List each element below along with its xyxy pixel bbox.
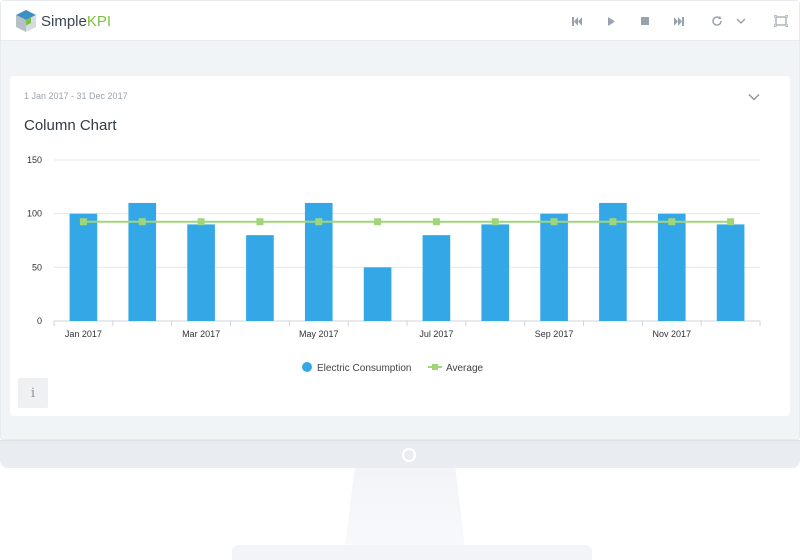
- average-point: [79, 218, 87, 226]
- x-tick-label: Jan 2017: [65, 329, 102, 339]
- refresh-icon[interactable]: [709, 13, 725, 29]
- x-tick-label: Jul 2017: [419, 329, 453, 339]
- x-tick-label: Mar 2017: [182, 329, 220, 339]
- average-point: [609, 218, 617, 226]
- bar: [187, 224, 215, 321]
- column-chart: 0 50 100 150 Jan 2017 Mar 2017 May 2017 Jul 201…: [27, 155, 761, 374]
- x-tick-label: Sep 2017: [535, 329, 574, 339]
- legend-label-electric: Electric Consumption: [317, 363, 411, 374]
- average-point: [491, 218, 499, 226]
- bar: [657, 213, 686, 321]
- bar: [716, 224, 745, 321]
- info-button[interactable]: i: [18, 378, 48, 408]
- bar: [540, 213, 568, 321]
- x-tick-label: May 2017: [299, 329, 339, 339]
- bar: [422, 235, 451, 321]
- collapse-chevron-icon[interactable]: [748, 88, 762, 102]
- app-header: SimpleKPI: [1, 1, 799, 41]
- legend-marker-electric: [302, 362, 312, 372]
- average-point: [668, 218, 676, 226]
- average-point: [727, 218, 735, 226]
- average-point: [374, 218, 382, 226]
- x-tick-label: Nov 2017: [652, 329, 691, 339]
- toolbar: [569, 13, 789, 29]
- play-icon[interactable]: [603, 13, 619, 29]
- average-point: [197, 218, 205, 226]
- fullscreen-icon[interactable]: [773, 13, 789, 29]
- skip-back-icon[interactable]: [569, 13, 585, 29]
- average-point: [256, 218, 264, 226]
- y-tick-label: 100: [27, 209, 42, 219]
- average-point: [432, 218, 440, 226]
- legend-marker-average: [432, 364, 438, 370]
- y-tick-label: 150: [27, 155, 42, 165]
- chart-title: Column Chart: [24, 117, 117, 134]
- logo-cube-icon: [16, 10, 36, 32]
- brand-name: SimpleKPI: [41, 12, 112, 30]
- logo[interactable]: SimpleKPI: [15, 9, 111, 33]
- y-tick-label: 0: [37, 316, 42, 326]
- bar: [69, 213, 98, 321]
- legend-label-average: Average: [446, 363, 484, 374]
- skip-forward-icon[interactable]: [671, 13, 687, 29]
- monitor-base: [232, 545, 592, 560]
- date-range: 1 Jan 2017 - 31 Dec 2017: [24, 91, 128, 101]
- stop-icon[interactable]: [637, 13, 653, 29]
- monitor-stand: [345, 468, 465, 548]
- average-point: [315, 218, 323, 226]
- y-tick-label: 50: [32, 262, 42, 272]
- power-icon: [402, 448, 416, 462]
- average-point: [550, 218, 558, 226]
- monitor-bezel: [0, 440, 800, 468]
- chart-card: 1 Jan 2017 - 31 Dec 2017 Column Chart 0 5…: [10, 76, 790, 416]
- bar: [363, 267, 392, 321]
- bar: [246, 235, 274, 321]
- chevron-down-icon[interactable]: [733, 13, 749, 29]
- average-point: [138, 218, 146, 226]
- bar: [481, 224, 510, 321]
